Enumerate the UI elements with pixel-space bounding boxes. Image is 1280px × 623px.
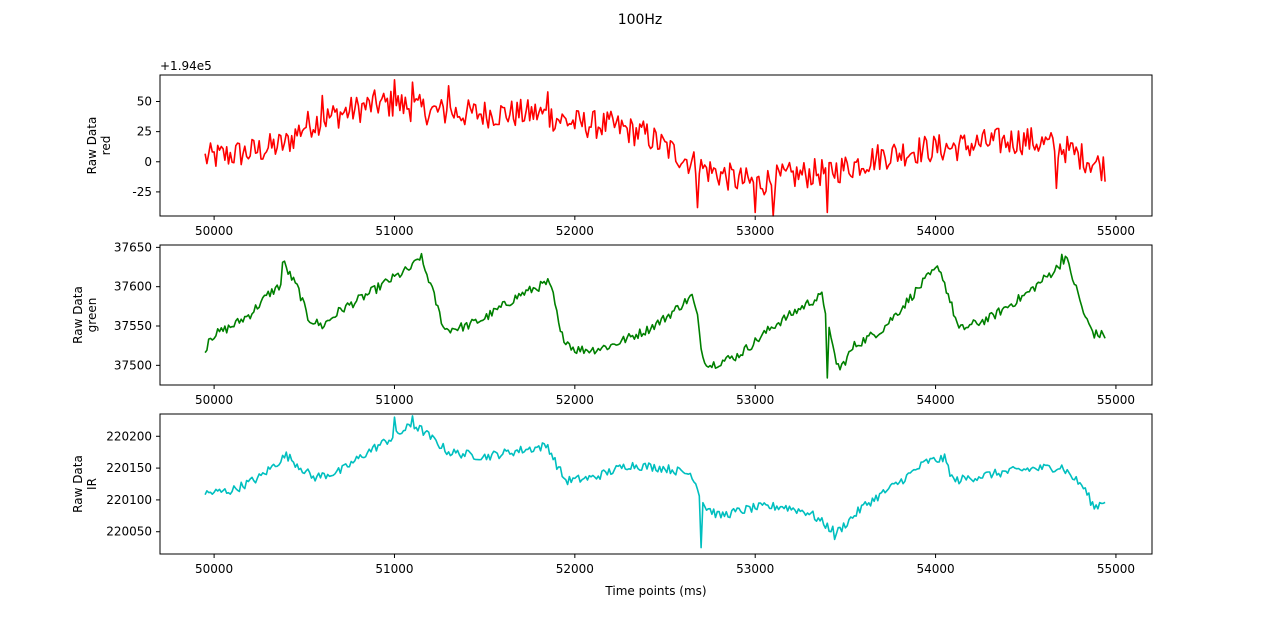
- y-axis-label-line2-green: green: [85, 298, 99, 333]
- x-tick-label-green: 50000: [195, 393, 233, 407]
- x-tick-label-ir: 55000: [1097, 562, 1135, 576]
- x-tick-label-green: 53000: [736, 393, 774, 407]
- x-tick-label-green: 55000: [1097, 393, 1135, 407]
- x-tick-label-red: 51000: [375, 224, 413, 238]
- x-tick-label-ir: 50000: [195, 562, 233, 576]
- y-tick-label-green: 37650: [114, 240, 152, 254]
- x-tick-label-green: 54000: [916, 393, 954, 407]
- series-line-ir: [204, 415, 1106, 549]
- y-tick-label-ir: 220150: [106, 461, 152, 475]
- x-tick-label-red: 53000: [736, 224, 774, 238]
- subplot-green: 50000 51000 52000 53000 54000 55000 37500 37550…: [71, 240, 1153, 407]
- y-axis-label-line1-green: Raw Data: [71, 286, 85, 344]
- x-tick-label-red: 54000: [916, 224, 954, 238]
- y-tick-label-red: 50: [137, 95, 152, 109]
- y-tick-label-ir: 220050: [106, 525, 152, 539]
- x-tick-label-red: 50000: [195, 224, 233, 238]
- x-tick-label-ir: 52000: [556, 562, 594, 576]
- y-tick-label-green: 37600: [114, 280, 152, 294]
- y-tick-label-red: 0: [144, 155, 152, 169]
- x-tick-label-red: 55000: [1097, 224, 1135, 238]
- axes-frame-ir: [159, 413, 1153, 555]
- axes-frame-red: [159, 74, 1153, 217]
- x-tick-label-ir: 53000: [736, 562, 774, 576]
- y-axis-label-line2-red: red: [99, 136, 113, 156]
- axes-frame-green: [159, 244, 1153, 386]
- y-tick-label-ir: 220200: [106, 429, 152, 443]
- y-axis-label-line1-ir: Raw Data: [71, 455, 85, 513]
- x-tick-label-ir: 54000: [916, 562, 954, 576]
- series-line-green: [204, 252, 1106, 379]
- x-tick-label-ir: 51000: [375, 562, 413, 576]
- y-tick-label-ir: 220100: [106, 493, 152, 507]
- subplot-red: 50000 51000 52000 53000 54000 55000 -25 0 25 50 +1…: [85, 59, 1153, 238]
- subplots: 50000 51000 52000 53000 54000 55000 -25 0 25 50 +1…: [71, 59, 1153, 576]
- y-axis-label-line2-ir: IR: [85, 478, 99, 490]
- y-tick-label-red: -25: [132, 185, 152, 199]
- figure-title: 100Hz: [618, 12, 663, 28]
- y-tick-label-green: 37500: [114, 358, 152, 372]
- y-axis-label-line1-red: Raw Data: [85, 117, 99, 175]
- y-tick-label-green: 37550: [114, 319, 152, 333]
- x-tick-label-green: 52000: [556, 393, 594, 407]
- x-tick-label-red: 52000: [556, 224, 594, 238]
- x-axis-label: Time points (ms): [604, 584, 706, 598]
- series-line-red: [204, 79, 1106, 217]
- x-tick-label-green: 51000: [375, 393, 413, 407]
- y-offset-label-red: +1.94e5: [160, 59, 212, 73]
- y-tick-label-red: 25: [137, 125, 152, 139]
- subplot-ir: 50000 51000 52000 53000 54000 55000 220050 2201…: [71, 413, 1153, 576]
